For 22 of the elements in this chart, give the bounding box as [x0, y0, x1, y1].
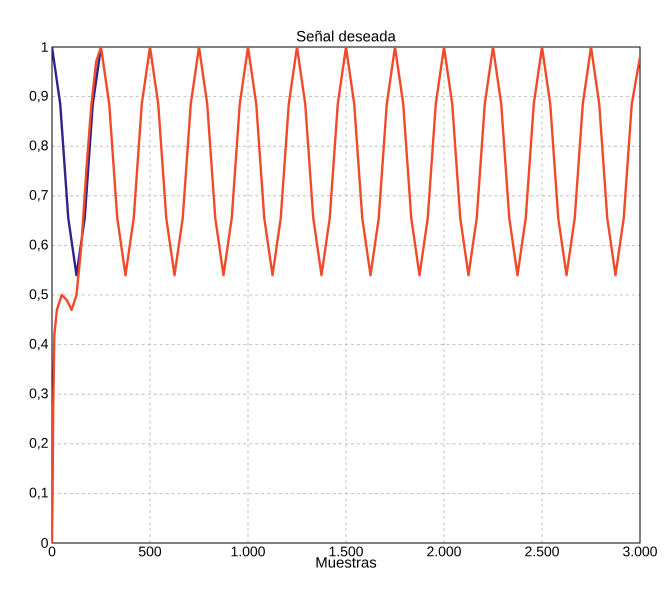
line-series	[52, 46, 640, 543]
y-tick-label: 0,4	[30, 338, 48, 350]
y-tick-label: 0,1	[30, 488, 48, 500]
y-tick-label: 0,7	[30, 190, 48, 202]
x-tick-label: 500	[138, 546, 162, 556]
y-tick-label: 0,5	[30, 289, 48, 301]
x-tick-label: 2.000	[427, 546, 461, 556]
x-tick-label: 2.500	[525, 546, 559, 556]
y-tick-label: 0,9	[30, 90, 48, 102]
x-axis-title: Muestras	[316, 557, 376, 568]
y-tick-label: 0,8	[30, 140, 48, 152]
y-tick-label: 0	[41, 538, 48, 548]
y-tick-label: 0,3	[30, 388, 48, 400]
x-tick-label: 1.000	[232, 546, 265, 556]
x-tick-label: 0	[48, 546, 56, 556]
x-tick-label: 1.500	[330, 546, 363, 556]
line-series	[52, 46, 102, 276]
y-tick-label: 0,6	[30, 240, 48, 252]
x-tick-label: 3.000	[623, 546, 657, 556]
y-tick-label: 0,2	[30, 438, 48, 450]
y-tick-label: 1	[42, 42, 48, 52]
chart-title: Señal deseada	[296, 30, 396, 42]
